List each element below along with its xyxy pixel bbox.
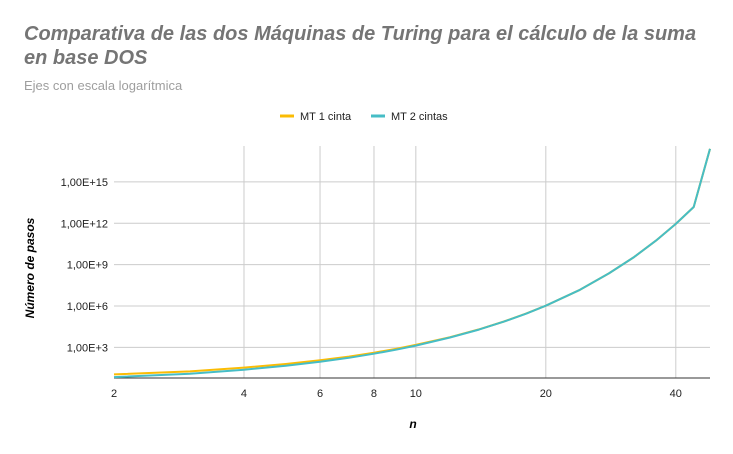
legend-label: MT 1 cinta: [300, 111, 352, 123]
series-line-mt-2-cintas: [113, 148, 711, 379]
x-tick-label: 4: [241, 388, 247, 400]
legend-label: MT 2 cintas: [391, 111, 448, 123]
y-tick-label: 1,00E+6: [67, 301, 108, 313]
x-tick-label: 40: [670, 388, 682, 400]
x-axis-title: n: [409, 417, 416, 431]
series-lines: [113, 148, 711, 379]
x-tick-label: 10: [410, 388, 422, 400]
x-tick-label: 8: [371, 388, 377, 400]
legend: MT 1 cinta MT 2 cintas: [280, 111, 448, 123]
y-tick-label: 1,00E+15: [61, 177, 108, 189]
x-tick-label: 20: [540, 388, 552, 400]
y-tick-label: 1,00E+9: [67, 260, 108, 272]
chart-subtitle: Ejes con escala logarítmica: [24, 78, 183, 93]
x-axis-ticks: 2 4 6 8 10 20 40: [111, 388, 682, 400]
y-axis-ticks: 1,00E+3 1,00E+6 1,00E+9 1,00E+12 1,00E+15: [61, 177, 108, 354]
y-tick-label: 1,00E+12: [61, 218, 108, 230]
chart-title: Comparativa de las dos Máquinas de Turin…: [24, 23, 697, 69]
x-tick-label: 6: [317, 388, 323, 400]
grid-lines: [114, 146, 710, 379]
y-tick-label: 1,00E+3: [67, 342, 108, 354]
y-axis-title: Número de pasos: [23, 217, 37, 318]
series-line-mt-1-cinta: [113, 148, 711, 376]
x-tick-label: 2: [111, 388, 117, 400]
